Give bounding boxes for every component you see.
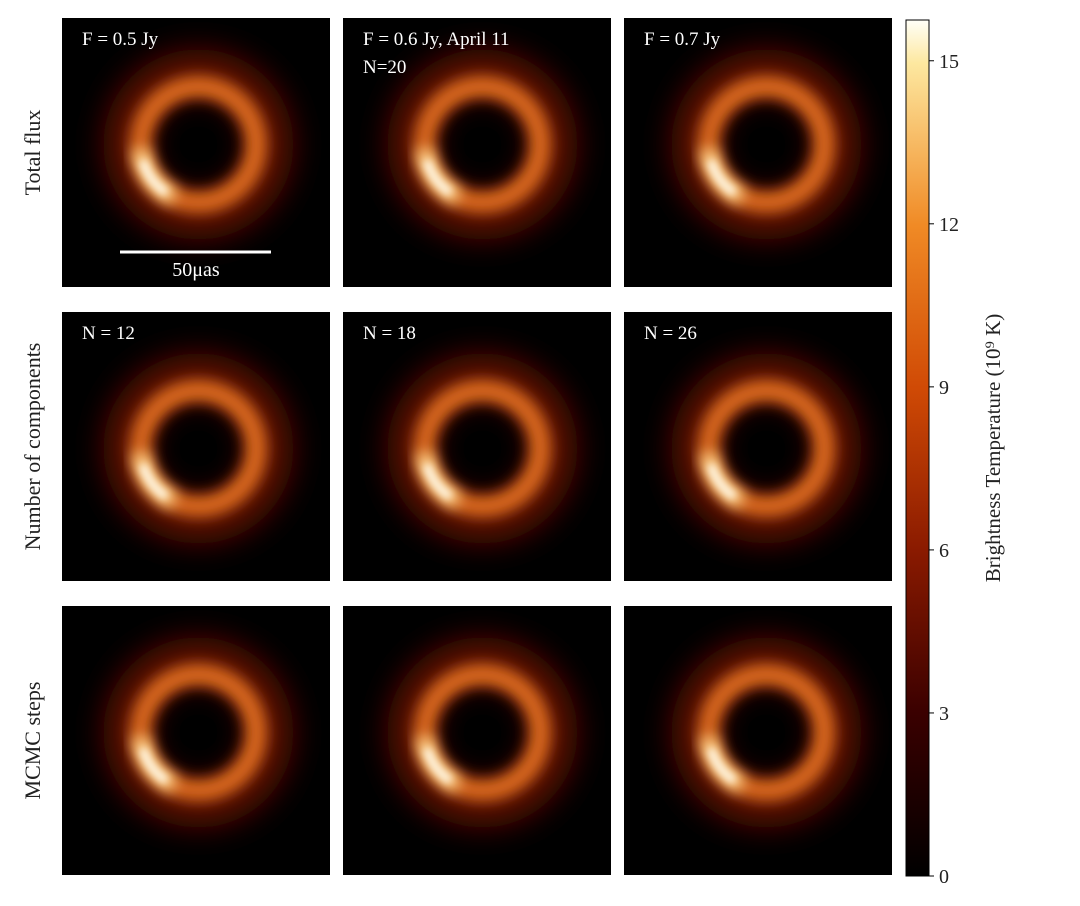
- panel-label: N = 26: [644, 323, 697, 344]
- bright-core: [422, 747, 453, 785]
- row-label: Number of components: [20, 343, 45, 551]
- panel-label: N = 18: [363, 323, 416, 344]
- colorbar-tick-label: 6: [939, 540, 949, 562]
- halo: [103, 637, 294, 828]
- panel-label: F = 0.7 Jy: [644, 29, 721, 50]
- panel: F = 0.7 Jy: [624, 18, 892, 287]
- halo: [671, 49, 862, 240]
- halo: [387, 353, 578, 544]
- bright-core: [422, 159, 453, 197]
- halo: [671, 637, 862, 828]
- ring: [129, 663, 268, 802]
- ring-image: [103, 49, 294, 240]
- ring: [697, 75, 836, 214]
- colorbar: [905, 19, 930, 877]
- panel-label: N=20: [363, 57, 406, 78]
- bright-core: [422, 463, 453, 501]
- panel-label: F = 0.5 Jy: [82, 29, 159, 50]
- panel-label: F = 0.6 Jy, April 11: [363, 29, 510, 50]
- ring-image: [671, 49, 862, 240]
- ring-image: [671, 353, 862, 544]
- row-label: MCMC steps: [20, 682, 45, 800]
- ring-image: [671, 637, 862, 828]
- panel: N = 18: [343, 312, 611, 581]
- bright-core: [706, 159, 737, 197]
- panel: N = 12: [62, 312, 330, 581]
- ring-image: [387, 637, 578, 828]
- bright-core: [706, 463, 737, 501]
- ring: [697, 379, 836, 518]
- ring: [413, 663, 552, 802]
- ring: [129, 379, 268, 518]
- row-label: Total flux: [20, 110, 45, 196]
- ring-image: [103, 637, 294, 828]
- halo: [387, 49, 578, 240]
- ring-image: [387, 353, 578, 544]
- ring: [413, 75, 552, 214]
- colorbar-tick-label: 9: [939, 377, 949, 399]
- halo: [103, 49, 294, 240]
- bright-core: [138, 159, 169, 197]
- halo: [103, 353, 294, 544]
- panel: [62, 606, 330, 875]
- ring: [129, 75, 268, 214]
- colorbar-tick-label: 12: [939, 214, 959, 236]
- ring-image: [103, 353, 294, 544]
- colorbar-tick-label: 0: [939, 866, 949, 888]
- halo: [671, 353, 862, 544]
- colorbar-label: Brightness Temperature (10⁹ K): [981, 314, 1005, 582]
- panel: N = 26: [624, 312, 892, 581]
- panel-label: N = 12: [82, 323, 135, 344]
- ring: [697, 663, 836, 802]
- colorbar-tick-label: 15: [939, 51, 959, 73]
- bright-core: [138, 747, 169, 785]
- panel: F = 0.5 Jy: [62, 18, 330, 287]
- ring: [413, 379, 552, 518]
- panel: [624, 606, 892, 875]
- panel: F = 0.6 Jy, April 11 N=20: [343, 18, 611, 287]
- bright-core: [706, 747, 737, 785]
- halo: [387, 637, 578, 828]
- scale-bar-label: 50μas: [172, 259, 220, 281]
- colorbar-tick-label: 3: [939, 703, 949, 725]
- bright-core: [138, 463, 169, 501]
- panel: [343, 606, 611, 875]
- ring-image: [387, 49, 578, 240]
